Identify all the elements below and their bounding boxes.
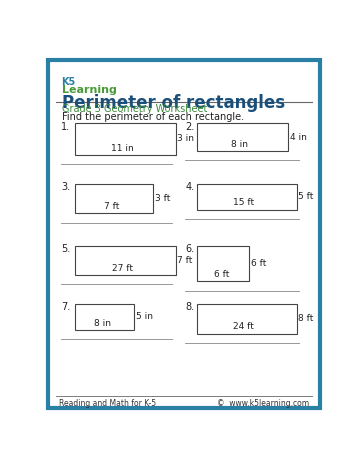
Text: 6.: 6. [185, 244, 195, 254]
Bar [196, 123, 288, 151]
Text: ©  www.k5learning.com: © www.k5learning.com [217, 399, 309, 407]
Text: 3 in: 3 in [177, 134, 194, 144]
Bar [196, 245, 250, 281]
Text: Learning: Learning [62, 85, 116, 95]
Text: 1.: 1. [61, 121, 70, 131]
Text: 4 in: 4 in [290, 133, 307, 142]
Text: 15 ft: 15 ft [233, 199, 254, 207]
Text: 8 in: 8 in [94, 319, 111, 328]
Text: 4.: 4. [185, 182, 195, 192]
Text: Reading and Math for K-5: Reading and Math for K-5 [59, 399, 156, 407]
Text: K5: K5 [62, 77, 76, 87]
Text: 6 ft: 6 ft [214, 270, 229, 279]
Text: Find the perimeter of each rectangle.: Find the perimeter of each rectangle. [62, 112, 244, 121]
Text: 2.: 2. [185, 121, 195, 131]
Bar [196, 304, 297, 334]
Text: 7.: 7. [61, 302, 70, 312]
Text: 5 ft: 5 ft [298, 192, 314, 201]
Text: 5.: 5. [61, 244, 70, 254]
Text: 7 ft: 7 ft [177, 256, 193, 265]
Text: Grade 3 Geometry Worksheet: Grade 3 Geometry Worksheet [62, 104, 207, 114]
Text: 5 in: 5 in [136, 313, 153, 321]
Text: 24 ft: 24 ft [233, 323, 254, 332]
Text: 8.: 8. [185, 302, 195, 312]
Bar [196, 184, 297, 210]
Bar [75, 184, 153, 213]
Text: 6 ft: 6 ft [251, 259, 266, 268]
Bar [75, 245, 176, 275]
Text: Perimeter of rectangles: Perimeter of rectangles [62, 94, 285, 112]
Bar [75, 304, 134, 330]
Text: 7 ft: 7 ft [104, 202, 120, 211]
Text: 8 ft: 8 ft [298, 314, 314, 323]
Text: 8 in: 8 in [231, 140, 248, 149]
Text: 3.: 3. [61, 182, 70, 192]
Bar [75, 123, 176, 155]
Text: 3 ft: 3 ft [155, 194, 171, 203]
Text: 27 ft: 27 ft [112, 264, 133, 273]
Text: 11 in: 11 in [111, 144, 134, 152]
